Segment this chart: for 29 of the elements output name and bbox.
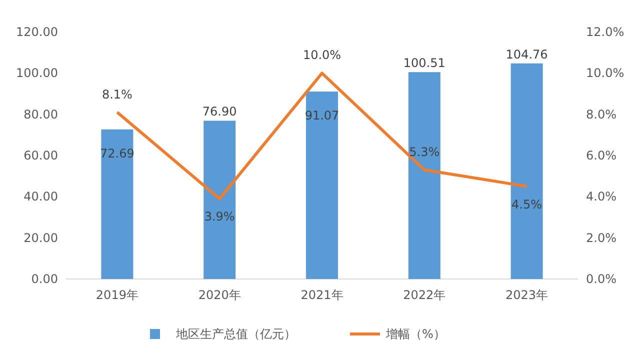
xtick: 2020年 [198, 288, 241, 302]
ytick: 60.00 [24, 148, 58, 162]
ytick: 80.00 [24, 107, 58, 122]
y2tick: 8.0% [586, 107, 616, 122]
legend: 增幅（%） [386, 327, 446, 341]
data-label: 100.51 [403, 56, 446, 70]
ytick: 20.00 [24, 230, 58, 245]
y2tick: 12.0% [586, 25, 624, 39]
ytick: 120.00 [16, 25, 58, 39]
ytick: 40.00 [24, 190, 58, 204]
y2tick: 4.0% [586, 190, 616, 204]
data-label: 5.3% [409, 144, 440, 159]
data-label: 3.9% [204, 210, 235, 224]
ytick: 100.00 [16, 66, 58, 80]
xtick: 2023年 [506, 288, 548, 302]
xtick: 2022年 [403, 288, 446, 302]
ytick: 0.00 [31, 272, 58, 286]
y2tick: 0.0% [586, 272, 616, 286]
data-label: 76.90 [202, 104, 237, 119]
data-label: 8.1% [102, 87, 132, 102]
y2tick: 6.0% [586, 148, 616, 162]
y2tick: 2.0% [586, 230, 616, 245]
xtick: 2021年 [300, 288, 344, 302]
data-label: 4.5% [512, 197, 542, 212]
data-label: 10.0% [302, 48, 342, 62]
xtick: 2019年 [96, 288, 138, 302]
data-label: 104.76 [506, 47, 548, 62]
y2tick: 10.0% [586, 66, 624, 80]
legend: 地区生产总值（亿元） [176, 327, 296, 341]
